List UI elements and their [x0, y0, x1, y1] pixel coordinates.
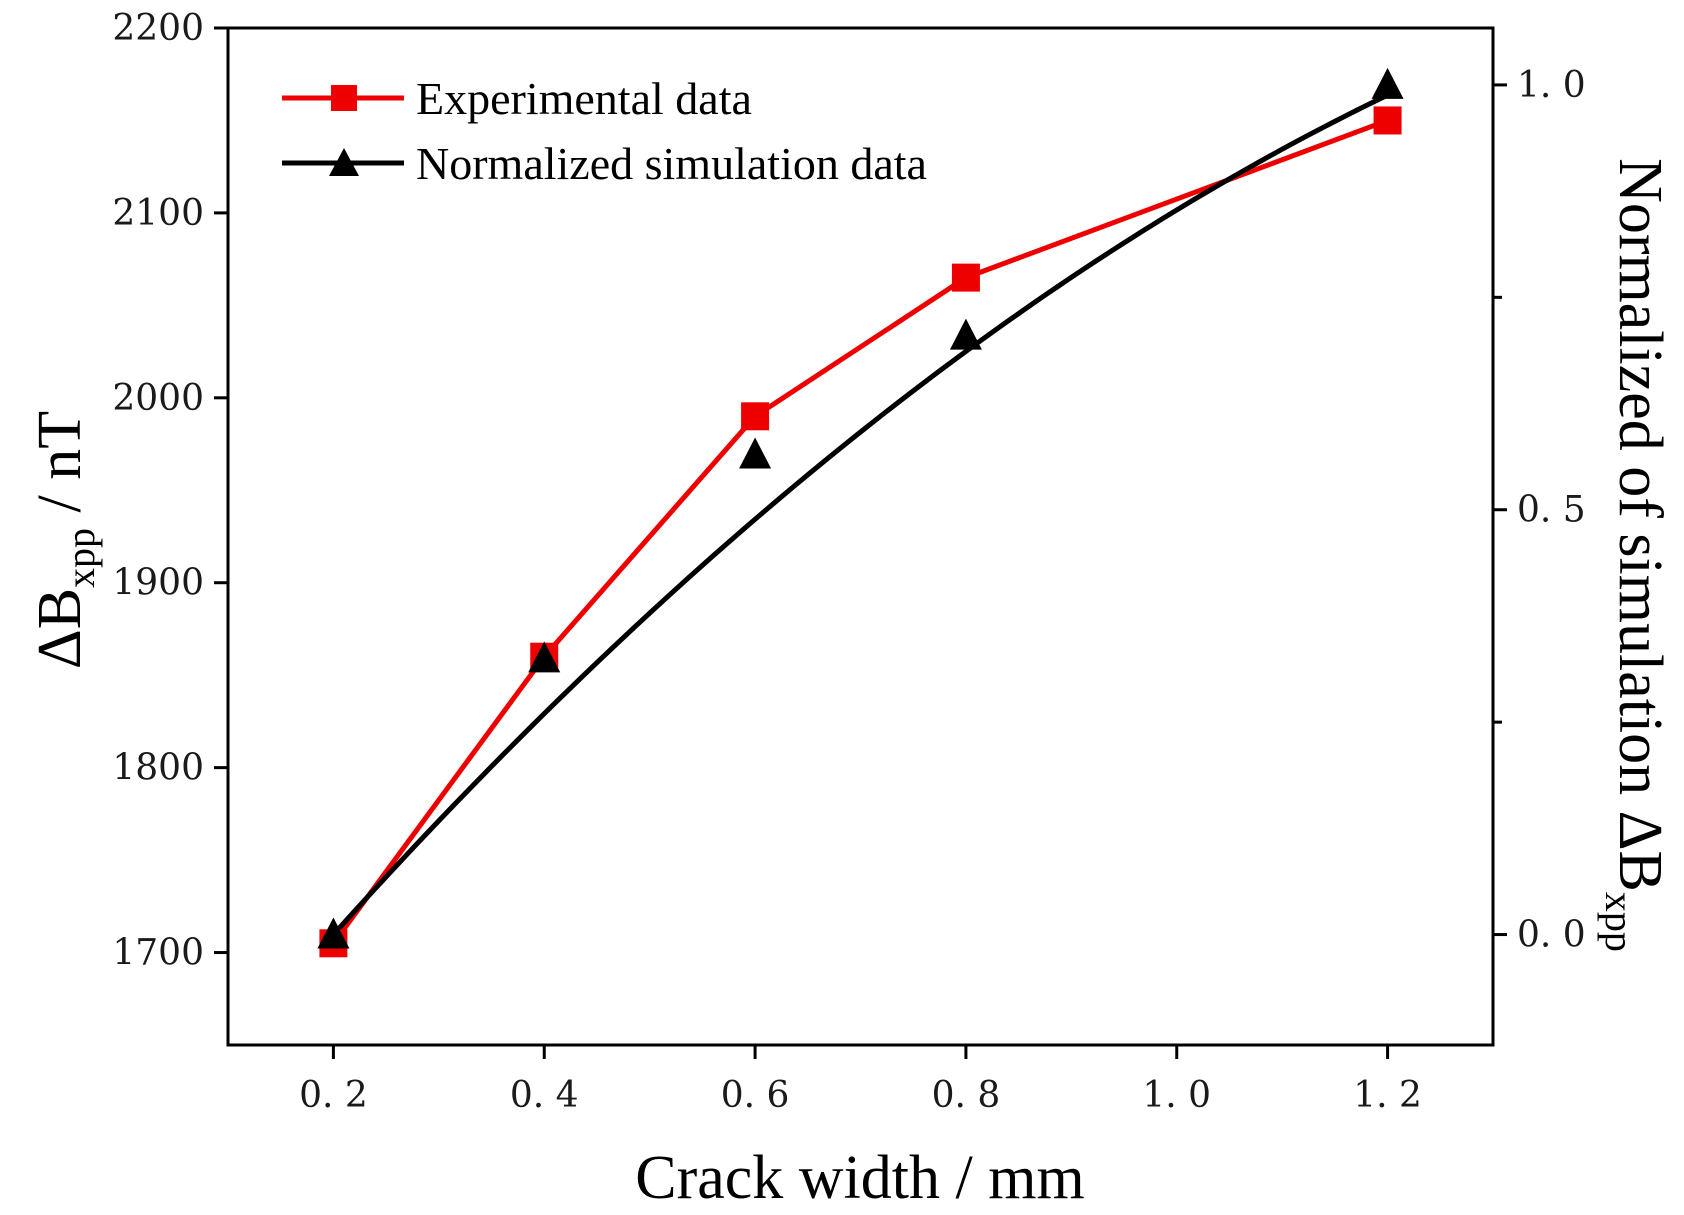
- ticks-layer: 0. 2 0. 4 0. 6 0. 8 1. 0 1. 2 1700 1800 1900 2000…: [112, 8, 1585, 1116]
- data-point-simulation: [528, 641, 561, 673]
- y-right-tick-label: 1. 0: [1517, 65, 1586, 106]
- y-left-tick-label: 1900: [112, 563, 204, 604]
- y-left-tick-label: 2100: [112, 193, 204, 234]
- data-point-experimental: [1373, 106, 1402, 135]
- plot-frame: [226, 26, 1495, 1047]
- x-tick-label: 0. 2: [299, 1075, 368, 1116]
- y-right-tick-label: 0. 0: [1517, 915, 1586, 956]
- data-point-simulation: [949, 318, 982, 350]
- series-curve-simulation: [331, 92, 1389, 937]
- y-right-tick-label: 0. 5: [1517, 490, 1586, 531]
- y-axis-right-title: Normalized of simulation ΔBxpp: [1597, 158, 1674, 952]
- x-axis-title: Crack width / mm: [635, 1144, 1084, 1212]
- data-point-experimental: [741, 402, 770, 431]
- legend-label-simulation: Normalized simulation data: [416, 138, 927, 189]
- y-left-tick-label: 2000: [112, 378, 204, 419]
- y-left-tick-label: 2200: [112, 8, 204, 49]
- legend-marker-simulation: [329, 148, 359, 176]
- y-axis-left-title: ΔBxpp / nT: [26, 411, 103, 669]
- y-left-tick-label: 1700: [112, 933, 204, 974]
- x-tick-label: 1. 2: [1353, 1075, 1422, 1116]
- x-tick-label: 0. 4: [510, 1075, 579, 1116]
- y-left-tick-label: 1800: [112, 748, 204, 789]
- legend: Experimental data Normalized simulation …: [282, 73, 927, 189]
- data-point-simulation: [739, 437, 772, 469]
- legend-marker-experimental: [331, 85, 357, 111]
- series-layer: [317, 67, 1404, 958]
- data-point-simulation: [1371, 67, 1404, 99]
- x-tick-label: 1. 0: [1142, 1075, 1211, 1116]
- legend-label-experimental: Experimental data: [416, 73, 752, 124]
- x-tick-label: 0. 8: [932, 1075, 1001, 1116]
- x-tick-label: 0. 6: [721, 1075, 790, 1116]
- data-point-experimental: [951, 263, 980, 292]
- data-point-simulation: [317, 917, 350, 949]
